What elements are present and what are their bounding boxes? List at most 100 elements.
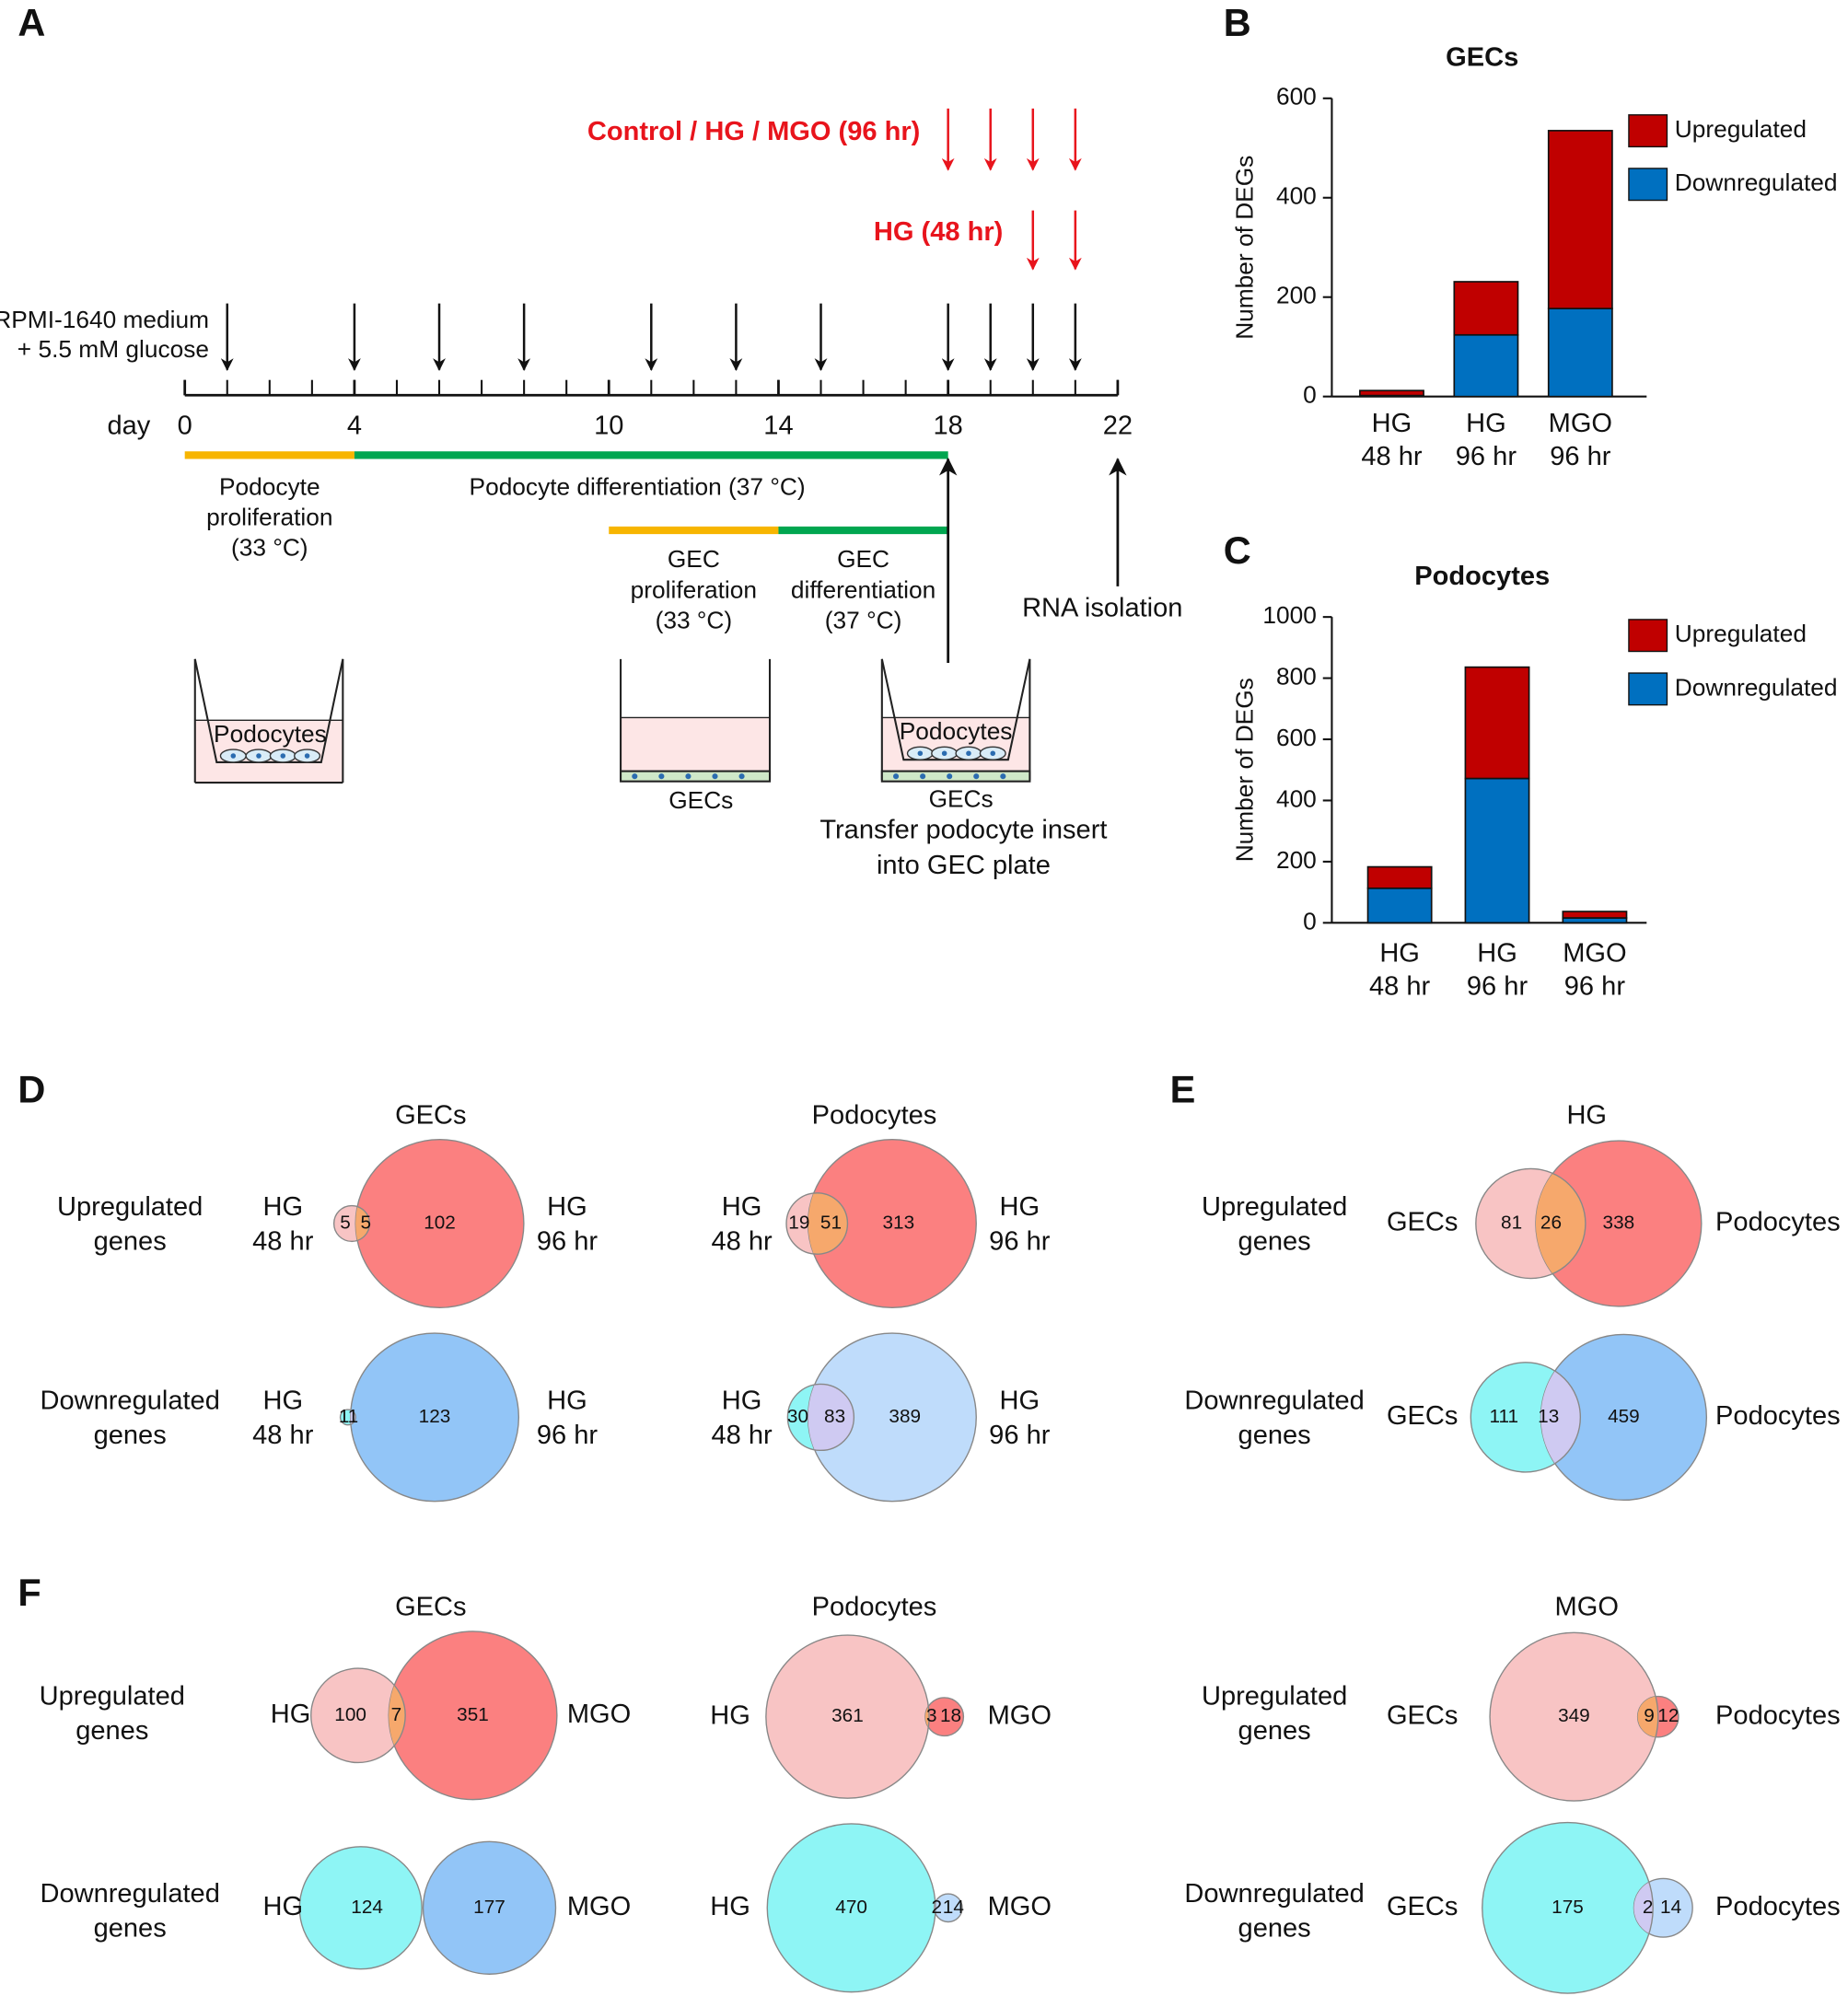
- venn: 175 2 14 GECs Podocytes: [1387, 1821, 1841, 1994]
- venn-circle: [298, 1846, 423, 1970]
- bar-segment: [1453, 333, 1519, 398]
- rna-label: RNA isolation: [1022, 594, 1182, 623]
- venn-title: GECs: [395, 1593, 466, 1622]
- venn-set-label: HG: [271, 1700, 311, 1729]
- venn-set-label: HG: [722, 1386, 762, 1415]
- venn: 81 26 338 GECs Podocytes: [1387, 1140, 1841, 1307]
- row-label: Downregulated: [40, 1386, 219, 1415]
- row-label: genes: [76, 1716, 148, 1746]
- venn-count: 83: [824, 1406, 845, 1427]
- venn-set-label: HG: [262, 1192, 303, 1222]
- venn-count: 51: [820, 1212, 842, 1233]
- chart-title: GECs: [1446, 43, 1518, 73]
- x-tick-label: MGO: [1549, 409, 1612, 438]
- row-label: genes: [1238, 1421, 1311, 1450]
- y-tick-label: 800: [1276, 663, 1317, 690]
- y-tick-label: 200: [1276, 282, 1317, 309]
- venn: 124 177 HG MGO: [262, 1840, 631, 1975]
- venn-set-label: GECs: [1387, 1208, 1458, 1237]
- venn-count: 19: [788, 1212, 809, 1233]
- bar-segment: [1366, 887, 1433, 924]
- venn-count: 26: [1540, 1212, 1562, 1233]
- y-axis-label: Number of DEGs: [1231, 678, 1259, 862]
- venn-title: HG: [1566, 1100, 1607, 1130]
- phase-label: proliferation: [631, 575, 757, 603]
- venn-count: 111: [1490, 1406, 1519, 1427]
- x-tick-label: 48 hr: [1369, 972, 1431, 1002]
- bar-segment: [1562, 911, 1628, 919]
- venn: 111 13 459 GECs Podocytes: [1387, 1333, 1841, 1502]
- venn-set-label: GECs: [1387, 1700, 1458, 1730]
- venn-overlap: [934, 1894, 936, 1922]
- venn-title: MGO: [1555, 1593, 1619, 1622]
- x-tick-label: 96 hr: [1564, 972, 1626, 1002]
- venn-count: 102: [424, 1212, 456, 1233]
- bar-segment: [1366, 865, 1433, 889]
- venn-set-label: MGO: [988, 1892, 1052, 1921]
- venn: 361 3 18 HG MGO: [710, 1634, 1052, 1799]
- legend-swatch: [1628, 672, 1668, 706]
- venn-count: 1: [348, 1406, 359, 1427]
- venn-set-label: 96 hr: [989, 1226, 1051, 1256]
- bar-segment: [1453, 281, 1519, 336]
- row-label: Downregulated: [40, 1879, 219, 1909]
- venn-set-label: GECs: [1387, 1892, 1458, 1921]
- day-tick-label: 22: [1103, 412, 1133, 441]
- venn-count: 361: [831, 1705, 864, 1726]
- venn: 5 5 102 HG 48 hr HG 96 hr: [252, 1138, 598, 1309]
- venn-count: 470: [835, 1897, 867, 1918]
- panel-label: A: [17, 1, 45, 44]
- venn-overlap: [355, 1204, 371, 1243]
- day-label: day: [107, 412, 150, 441]
- row-label: genes: [94, 1913, 167, 1943]
- venn-count: 100: [334, 1704, 366, 1725]
- venn-set-label: HG: [1000, 1386, 1040, 1415]
- venn-count: 5: [360, 1212, 371, 1233]
- venn-set-label: HG: [262, 1386, 303, 1415]
- y-tick-label: 400: [1276, 182, 1317, 210]
- venn-set-label: HG: [547, 1192, 587, 1222]
- phase-label: (37 °C): [825, 607, 902, 634]
- x-tick-label: HG: [1372, 409, 1412, 438]
- row-label: genes: [94, 1421, 167, 1450]
- venn-count: 389: [889, 1406, 921, 1427]
- legend-label: Upregulated: [1675, 620, 1807, 647]
- phase-label: (33 °C): [231, 534, 308, 562]
- x-tick-label: 96 hr: [1467, 972, 1528, 1002]
- treatment-label: HG (48 hr): [874, 217, 1003, 247]
- venn-set-label: HG: [1000, 1192, 1040, 1222]
- venn-count: 12: [1657, 1705, 1679, 1726]
- phase-label: Podocyte differentiation (37 °C): [470, 472, 806, 500]
- venn-count: 18: [940, 1705, 961, 1726]
- venn-set-label: HG: [710, 1700, 750, 1730]
- day-tick-label: 14: [763, 412, 793, 441]
- venn-set-label: Podocytes: [1715, 1208, 1841, 1237]
- y-tick-label: 600: [1276, 724, 1317, 751]
- venn-count: 3: [926, 1705, 937, 1726]
- day-tick-label: 10: [594, 412, 623, 441]
- venn-count: 338: [1603, 1212, 1635, 1233]
- venn-count: 30: [787, 1406, 808, 1427]
- venn-set-label: MGO: [567, 1700, 631, 1729]
- venn-set-label: GECs: [1387, 1401, 1458, 1431]
- x-tick-label: HG: [1466, 409, 1506, 438]
- well-label: Podocytes: [900, 717, 1013, 745]
- well-coculture: [880, 658, 1031, 783]
- row-label: Downregulated: [1184, 1386, 1364, 1415]
- chart-title: Podocytes: [1414, 562, 1550, 591]
- bar-segment: [1464, 777, 1530, 924]
- panel-label: C: [1224, 528, 1251, 572]
- venn-overlap: [389, 1667, 406, 1764]
- y-tick-label: 0: [1303, 907, 1317, 934]
- venn: 100 7 351 HG MGO: [271, 1630, 631, 1801]
- venn-set-label: 48 hr: [711, 1421, 773, 1450]
- well-podocytes: [193, 658, 344, 784]
- row-label: genes: [94, 1226, 167, 1256]
- venn: 30 83 389 HG 48 hr HG 96 hr: [711, 1332, 1051, 1503]
- venn-count: 175: [1552, 1897, 1584, 1918]
- venn-overlap: [1535, 1167, 1586, 1280]
- bar-segment: [1359, 389, 1424, 397]
- venn-title: GECs: [395, 1100, 466, 1130]
- phase-label: GEC: [837, 545, 889, 573]
- venn-overlap: [924, 1697, 930, 1736]
